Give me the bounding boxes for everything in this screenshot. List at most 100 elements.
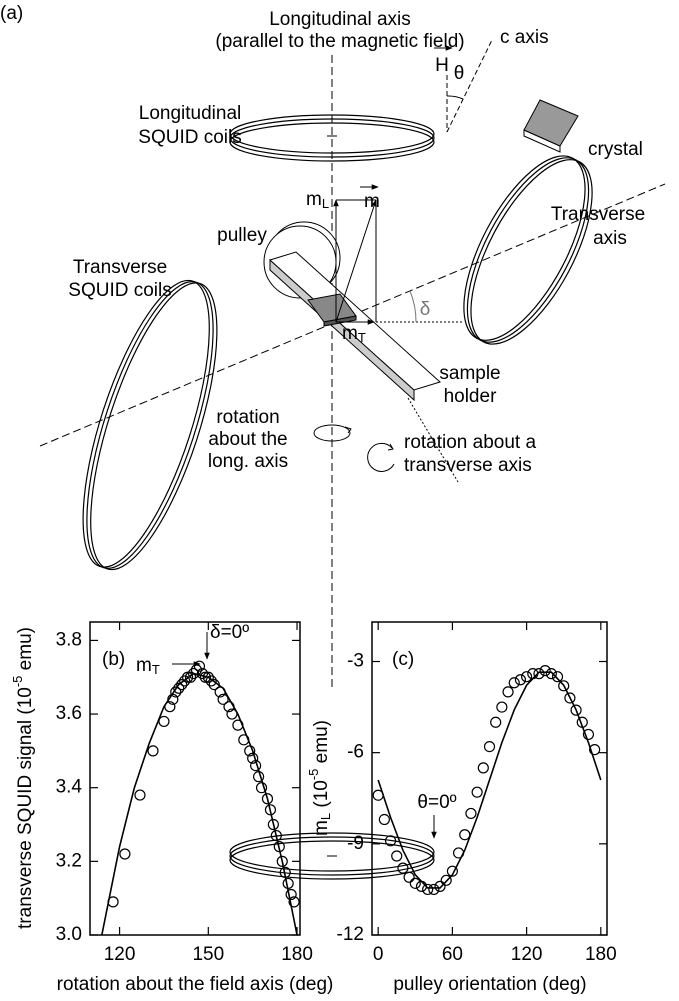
rotation-label: rotation: [216, 407, 279, 428]
data-point: [384, 835, 397, 847]
data-point: [551, 671, 564, 683]
data-point: [440, 874, 452, 886]
x-axis-label: pulley orientation (deg): [393, 974, 586, 995]
holder-label: sample: [439, 363, 500, 384]
axis-title: Longitudinal axis: [269, 9, 411, 30]
rotation-label: rotation about a: [404, 432, 536, 453]
vector-label: m: [364, 191, 380, 212]
x-tick-label: 0: [373, 944, 384, 965]
data-point: [170, 686, 182, 698]
pulley-label: pulley: [217, 225, 267, 246]
data-point: [261, 793, 274, 805]
data-point: [403, 871, 415, 883]
y-tick-label: 3.2: [56, 850, 82, 871]
data-point: [199, 671, 211, 683]
panel-label: (b): [102, 649, 125, 670]
annotation: mT: [136, 655, 160, 677]
data-point: [134, 789, 146, 801]
data-point: [409, 877, 421, 889]
vector-label: mL: [306, 189, 329, 211]
data-point: [202, 671, 214, 683]
y-axis-label-sub: L: [318, 813, 333, 820]
rotation-label: transverse axis: [404, 455, 532, 476]
vector-label-sub: L: [322, 196, 329, 211]
data-point: [255, 782, 268, 794]
y-tick-label: -12: [337, 924, 364, 945]
x-tick-label: 120: [511, 944, 543, 965]
data-point: [471, 786, 483, 798]
data-point: [589, 744, 601, 756]
y-tick-label: 3.0: [56, 924, 82, 945]
y-axis-label-sup: -5: [10, 676, 25, 688]
c-axis-label: c axis: [500, 27, 549, 48]
data-point: [570, 704, 582, 716]
y-axis-label-part: m: [311, 820, 332, 836]
data-point: [158, 715, 170, 728]
y-tick-label: 3.4: [56, 777, 83, 798]
field-label: H: [435, 55, 449, 76]
data-point: [182, 671, 194, 683]
y-axis-label: transverse SQUID signal (10-5 emu): [10, 627, 36, 929]
annotation: δ=0º: [210, 622, 249, 643]
y-tick-label: 3.8: [56, 629, 82, 650]
delta-label: δ: [420, 299, 431, 320]
data-point: [205, 675, 217, 687]
data-point: [264, 804, 277, 816]
crystal-label: crystal: [588, 139, 643, 160]
y-tick-label: -9: [347, 833, 364, 854]
data-point: [196, 667, 208, 680]
x-tick-label: 180: [281, 944, 313, 965]
y-axis-label-sup: -5: [306, 769, 321, 781]
x-tick-label: 120: [104, 944, 136, 965]
y-tick-label: -3: [347, 651, 364, 672]
panel-label: (c): [392, 649, 414, 670]
data-point: [244, 745, 256, 757]
x-tick-label: 180: [585, 944, 617, 965]
y-axis-label-part: emu): [311, 720, 332, 769]
data-point: [173, 682, 185, 694]
vector-label-sub: T: [358, 330, 366, 345]
plot-frame: [371, 621, 608, 936]
data-point: [521, 671, 533, 683]
data-point: [477, 762, 489, 774]
annotation-sub: T: [152, 662, 160, 677]
data-point: [179, 675, 191, 687]
y-tick-label: -6: [347, 742, 364, 763]
data-point: [285, 888, 297, 901]
theta-label: θ: [454, 63, 465, 84]
plot-area: [372, 665, 602, 896]
data-point: [490, 716, 502, 728]
vector-label-main: m: [342, 323, 358, 344]
y-axis-label-part: emu): [15, 627, 36, 676]
data-point: [193, 660, 206, 672]
data-point: [187, 667, 200, 680]
data-point: [415, 880, 428, 892]
vector-label: mT: [342, 323, 366, 345]
fit-line: [101, 672, 298, 935]
axis-note: (parallel to the magnetic field): [215, 31, 464, 52]
annotation: θ=0º: [417, 792, 456, 813]
data-point: [496, 701, 508, 713]
coil-label: Transverse: [73, 257, 167, 278]
data-point: [545, 668, 557, 680]
axis-label: axis: [593, 228, 627, 249]
panel-label: (a): [0, 3, 23, 24]
annotation-main: m: [136, 655, 152, 676]
axis-label: Transverse: [551, 204, 645, 225]
data-point: [147, 745, 159, 757]
data-point: [378, 813, 390, 826]
data-point: [428, 883, 440, 896]
data-point: [558, 680, 570, 692]
coil-label: SQUID coils: [68, 280, 171, 301]
diagram-shapes: [39, 39, 666, 880]
data-point: [465, 807, 477, 820]
plot-area: [101, 660, 300, 935]
data-point: [176, 678, 188, 691]
data-point: [539, 665, 551, 677]
data-point: [270, 829, 282, 842]
data-point: [119, 848, 131, 860]
rotation-label: about the: [208, 429, 287, 450]
holder-label: holder: [444, 386, 497, 407]
y-axis-label: mL (10-5 emu): [306, 720, 333, 836]
